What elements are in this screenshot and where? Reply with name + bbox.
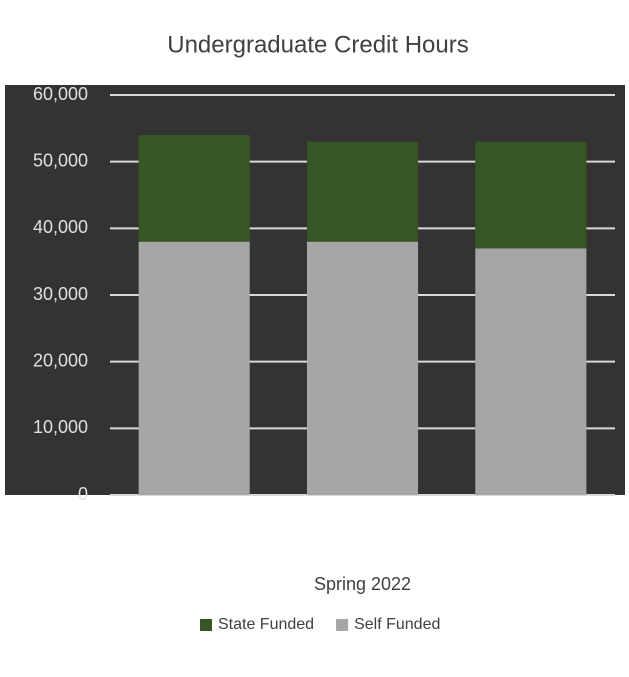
chart-title: Undergraduate Credit Hours — [167, 31, 469, 58]
legend-label: State Funded — [218, 616, 314, 633]
legend-swatch — [336, 619, 349, 631]
bar-segment — [475, 141, 587, 249]
bar-segment — [138, 135, 250, 242]
bar-segment — [306, 241, 419, 495]
bar-segment — [138, 241, 250, 495]
legend-swatch — [200, 619, 212, 631]
y-tick-label: 0 — [78, 484, 88, 504]
legend-label: Self Funded — [354, 616, 440, 633]
bar-segment — [306, 141, 419, 242]
x-tick-label: Spring 2022 — [314, 574, 411, 594]
y-tick-label: 10,000 — [33, 417, 88, 437]
y-tick-label: 60,000 — [33, 84, 88, 104]
y-tick-label: 50,000 — [33, 150, 88, 170]
y-tick-label: 20,000 — [33, 350, 88, 370]
y-tick-label: 40,000 — [33, 217, 88, 237]
bar-segment — [475, 248, 587, 495]
y-tick-label: 30,000 — [33, 284, 88, 304]
